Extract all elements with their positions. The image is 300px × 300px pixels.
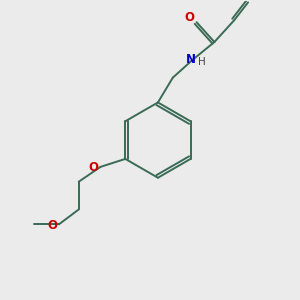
Text: H: H [198, 57, 206, 67]
Text: N: N [186, 53, 196, 66]
Text: O: O [88, 161, 99, 174]
Text: O: O [47, 219, 57, 232]
Text: O: O [184, 11, 195, 24]
